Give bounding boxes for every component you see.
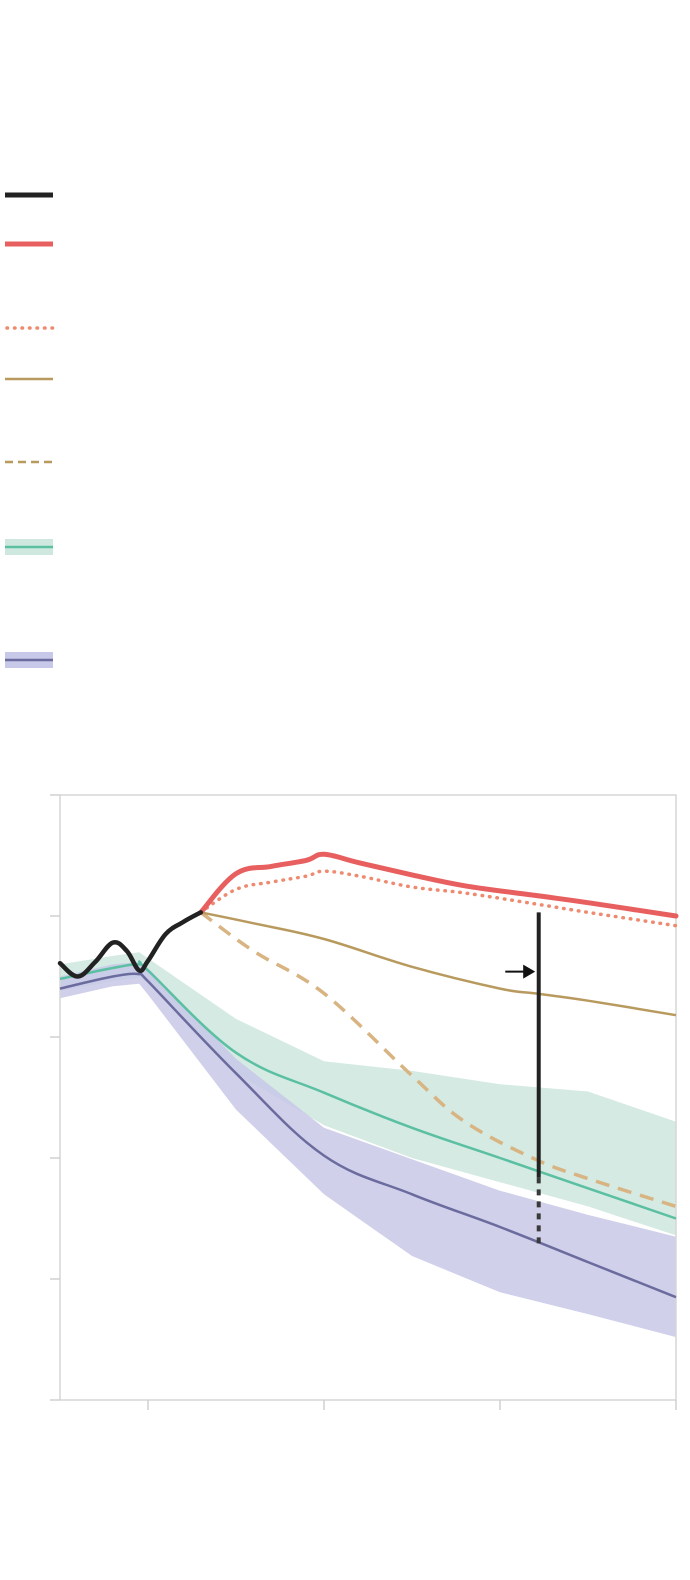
series-line-historical bbox=[57, 910, 204, 979]
uncertainty-bands bbox=[60, 952, 676, 1338]
legend-swatch-pathway-15c bbox=[5, 652, 53, 668]
band-pathway-15c bbox=[60, 962, 676, 1338]
series-lines bbox=[57, 851, 679, 1299]
series-line-current-policy bbox=[198, 851, 679, 919]
series-line-pledges-conditional bbox=[199, 910, 677, 1209]
series-line-pathway-15c bbox=[59, 970, 677, 1299]
series-line-pledges bbox=[200, 911, 677, 1017]
gap-arrow bbox=[505, 964, 536, 979]
annotations bbox=[505, 912, 541, 1249]
series-line-current-policy-alt bbox=[199, 869, 678, 928]
chart-axes bbox=[50, 794, 677, 1410]
chart-legend bbox=[5, 192, 55, 668]
plot-frame bbox=[59, 794, 677, 1401]
legend-swatch-pathway-2c bbox=[5, 539, 53, 555]
